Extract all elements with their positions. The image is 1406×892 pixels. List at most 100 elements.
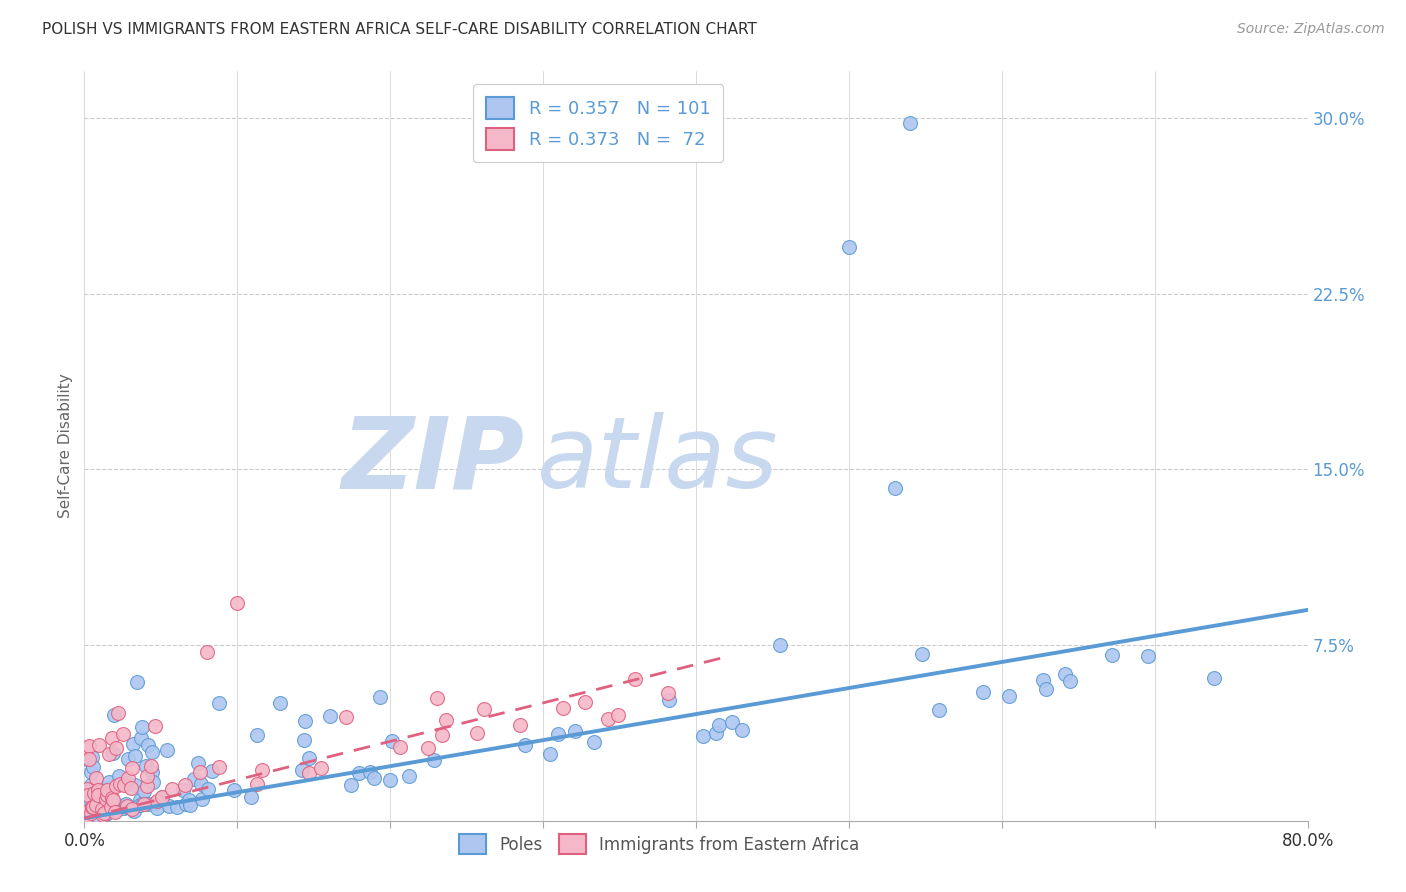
Point [423,753,446,767]
Point [1101,648,1123,663]
Point [1035,682,1057,697]
Point [898,116,921,130]
Point [174,778,197,792]
Point [380,772,402,787]
Point [115,797,138,812]
Y-axis label: Self-Care Disability: Self-Care Disability [58,374,73,518]
Point [222,783,245,797]
Point [104,805,127,820]
Point [115,776,138,790]
Point [658,693,681,707]
Point [188,764,211,779]
Point [246,728,269,742]
Point [79,752,101,766]
Point [564,724,586,739]
Point [183,772,205,786]
Point [87,738,110,752]
Point [75,807,97,822]
Point [465,725,488,739]
Point [426,691,449,706]
Point [513,739,536,753]
Text: POLISH VS IMMIGRANTS FROM EASTERN AFRICA SELF-CARE DISABILITY CORRELATION CHART: POLISH VS IMMIGRANTS FROM EASTERN AFRICA… [42,22,756,37]
Point [398,769,420,783]
Point [112,779,135,793]
Point [136,797,159,811]
Point [121,802,143,816]
Point [596,712,619,726]
Point [226,596,249,610]
Point [624,672,647,686]
Point [416,740,439,755]
Point [583,735,606,749]
Point [1032,673,1054,687]
Point [94,787,117,801]
Point [132,783,155,797]
Point [538,747,561,762]
Point [190,777,212,791]
Point [309,761,332,775]
Point [472,702,495,716]
Point [122,804,145,818]
Point [298,766,321,780]
Text: Source: ZipAtlas.com: Source: ZipAtlas.com [1237,22,1385,37]
Point [707,718,730,732]
Point [349,766,371,780]
Point [76,796,98,810]
Point [121,761,143,775]
Point [201,764,224,779]
Point [430,728,453,742]
Point [80,799,103,814]
Point [509,718,531,732]
Point [911,647,934,661]
Point [77,789,100,803]
Point [115,799,138,814]
Point [136,738,159,752]
Point [434,713,457,727]
Point [177,793,200,807]
Point [86,782,108,797]
Point [96,806,118,821]
Point [128,797,150,812]
Point [143,797,166,811]
Point [128,793,150,807]
Point [294,714,316,728]
Point [319,709,342,723]
Point [883,481,905,495]
Point [107,706,129,720]
Point [339,778,361,792]
Point [208,760,231,774]
Legend: Poles, Immigrants from Eastern Africa: Poles, Immigrants from Eastern Africa [453,828,866,861]
Point [80,750,103,764]
Point [104,803,127,817]
Point [79,778,101,792]
Point [76,752,98,766]
Point [769,638,792,652]
Point [110,777,132,791]
Point [117,772,139,786]
Point [141,764,163,779]
Point [298,750,321,764]
Point [191,791,214,805]
Point [124,779,146,793]
Point [79,739,101,753]
Point [335,710,357,724]
Point [166,799,188,814]
Point [547,727,569,741]
Point [105,779,128,793]
Point [108,769,131,783]
Point [97,780,120,795]
Point [117,752,139,766]
Point [156,743,179,757]
Point [127,675,149,690]
Point [83,786,105,800]
Point [115,799,138,814]
Point [101,746,124,760]
Point [131,720,153,734]
Point [91,789,114,804]
Text: ZIP: ZIP [342,412,524,509]
Point [124,749,146,764]
Point [388,740,411,755]
Point [135,759,157,773]
Point [91,807,114,822]
Point [112,801,135,815]
